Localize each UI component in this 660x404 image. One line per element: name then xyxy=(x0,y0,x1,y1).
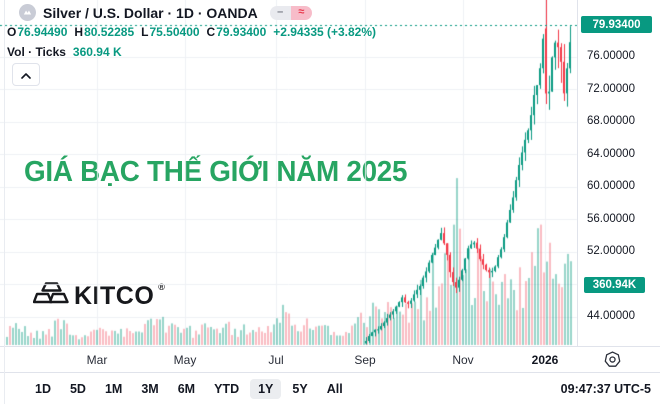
open-label: O xyxy=(7,25,17,39)
range-button-ytd[interactable]: YTD xyxy=(214,381,240,396)
price-tick-label: 44.00000 xyxy=(587,310,635,323)
time-tick-label[interactable]: 2026 xyxy=(531,353,559,367)
time-tick-label[interactable]: May xyxy=(173,353,197,367)
range-button-1d[interactable]: 1D xyxy=(35,381,51,396)
low-value: 75.50400 xyxy=(149,25,200,39)
time-axis[interactable]: 2026 Nov Sep Jul May Mar xyxy=(0,346,660,373)
price-tick-label: 68.00000 xyxy=(587,115,635,128)
price-tick-label: 56.00000 xyxy=(587,212,635,225)
range-button-5d[interactable]: 5D xyxy=(69,381,86,396)
timezone-settings-icon[interactable] xyxy=(604,351,621,368)
last-price-badge: 79.93400 xyxy=(581,16,652,34)
market-status-dash-icon: – xyxy=(269,5,291,20)
price-tick-label: 52.00000 xyxy=(587,245,635,258)
market-status-approx-icon: ≈ xyxy=(290,5,312,20)
range-button-1m[interactable]: 1M xyxy=(104,381,123,396)
close-label: C xyxy=(206,25,216,39)
price-tick-label: 64.00000 xyxy=(587,147,635,160)
high-label: H xyxy=(74,25,84,39)
time-tick-label[interactable]: Jul xyxy=(268,353,284,367)
range-button-1y[interactable]: 1Y xyxy=(250,378,282,399)
high-value: 80.52285 xyxy=(84,25,135,39)
close-value: 79.93400 xyxy=(216,25,267,39)
price-tick-label: 72.00000 xyxy=(587,82,635,95)
symbol-logo-icon xyxy=(19,4,36,21)
symbol-title[interactable]: Silver / U.S. Dollar · 1D · OANDA xyxy=(43,4,258,21)
volume-value: 360.94 K xyxy=(72,45,122,59)
legend-collapse-button[interactable] xyxy=(12,63,40,86)
volume-label: Vol · Ticks xyxy=(7,45,66,59)
price-tick-label: 76.00000 xyxy=(587,50,635,63)
range-button-all[interactable]: All xyxy=(326,381,343,396)
volume-row: Vol · Ticks 360.94 K xyxy=(7,45,122,59)
open-value: 76.94490 xyxy=(17,25,68,39)
symbol-header-row[interactable]: Silver / U.S. Dollar · 1D · OANDA – ≈ xyxy=(19,4,312,21)
time-tick-label[interactable]: Mar xyxy=(86,353,108,367)
time-tick-label[interactable]: Nov xyxy=(452,353,474,367)
window-edge-divider xyxy=(4,0,5,404)
market-status-pills[interactable]: – ≈ xyxy=(269,5,312,20)
change-value: +2.94335 (+3.82%) xyxy=(273,25,377,39)
price-tick-label: 60.00000 xyxy=(587,180,635,193)
range-button-3m[interactable]: 3M xyxy=(141,381,159,396)
clock-label[interactable]: 09:47:37 UTC-5 xyxy=(560,381,651,396)
timeframe-toolbar: 1D 5D 1M 3M 6M YTD 1Y 5Y All 09:47:37 UTC-5 xyxy=(0,373,660,404)
last-volume-badge: 360.94K xyxy=(584,277,645,293)
price-axis[interactable]: 44.0000048.0000052.0000056.0000060.00000… xyxy=(577,0,660,346)
price-chart-canvas[interactable] xyxy=(0,0,578,346)
range-button-5y[interactable]: 5Y xyxy=(292,381,308,396)
range-button-6m[interactable]: 6M xyxy=(177,381,196,396)
chevron-up-icon xyxy=(21,66,31,84)
low-label: L xyxy=(141,25,149,39)
time-tick-label[interactable]: Sep xyxy=(354,353,376,367)
ohlc-row: O 76.94490 H 80.52285 L 75.50400 C 79.93400 … xyxy=(7,25,376,39)
